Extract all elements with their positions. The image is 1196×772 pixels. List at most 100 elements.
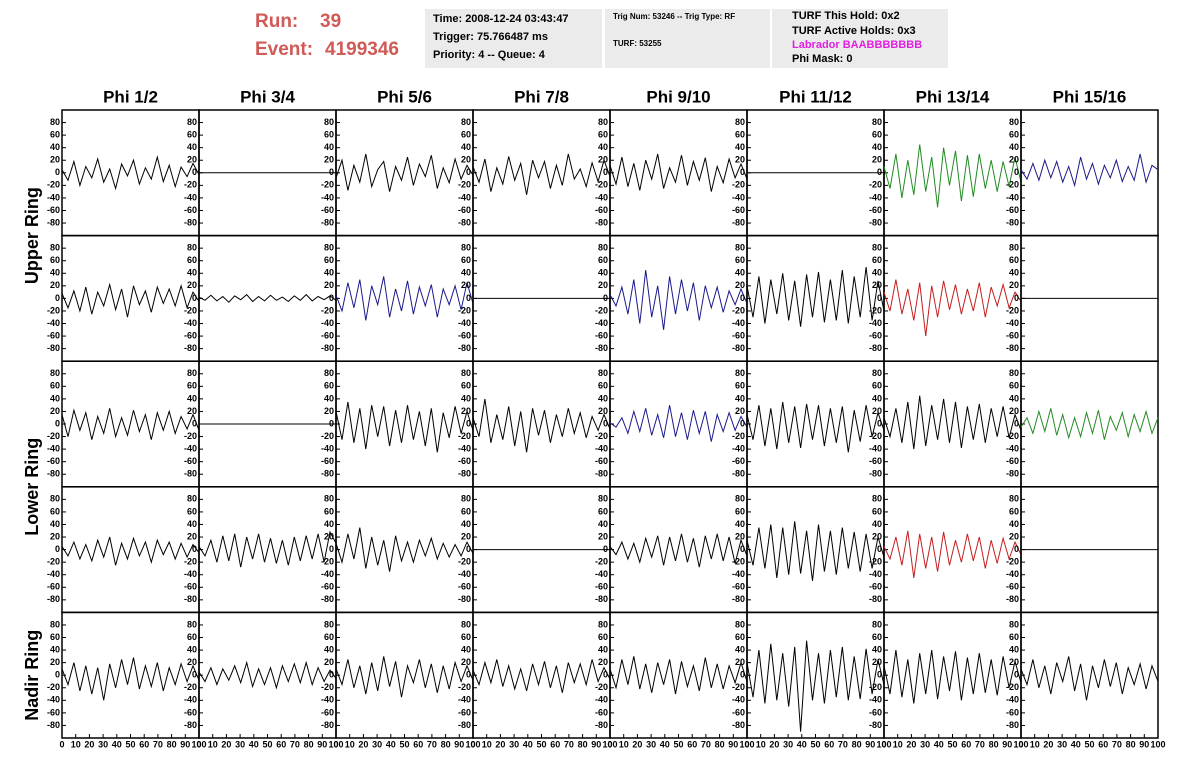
y-tick-label: -20	[321, 682, 334, 692]
y-tick-label: 60	[50, 506, 60, 516]
panel-frame	[609, 109, 748, 237]
y-tick-label: 80	[735, 368, 745, 378]
y-tick-label: 20	[461, 406, 471, 416]
y-tick-label: -20	[595, 431, 608, 441]
y-tick-label: -60	[184, 707, 197, 717]
y-tick-label: 20	[461, 280, 471, 290]
y-tick-label: -60	[869, 707, 882, 717]
y-tick-label: -20	[595, 180, 608, 190]
y-tick-label: -20	[47, 305, 60, 315]
y-tick-label: 40	[735, 268, 745, 278]
waveform	[472, 659, 611, 693]
y-tick-label: 60	[735, 381, 745, 391]
y-tick-label: -80	[732, 469, 745, 479]
x-tick-label: 30	[235, 739, 245, 749]
y-tick-label: 40	[50, 519, 60, 529]
y-tick-label: -40	[321, 695, 334, 705]
y-tick-label: -20	[595, 682, 608, 692]
y-tick-label: -20	[458, 180, 471, 190]
y-tick-label: -60	[869, 205, 882, 215]
y-tick-label: -40	[732, 695, 745, 705]
y-tick-label: 80	[1009, 494, 1019, 504]
y-tick-label: -40	[1006, 695, 1019, 705]
y-tick-label: 0	[466, 670, 471, 680]
x-tick-label: 30	[646, 739, 656, 749]
x-tick-label: 40	[797, 739, 807, 749]
y-tick-label: 80	[187, 117, 197, 127]
y-tick-label: -20	[321, 557, 334, 567]
y-tick-label: 20	[50, 406, 60, 416]
x-tick-label: 10	[1030, 739, 1040, 749]
waveform	[883, 650, 1022, 704]
y-tick-label: 0	[192, 293, 197, 303]
y-tick-label: 40	[735, 393, 745, 403]
waveform	[335, 401, 474, 453]
x-tick-label: 70	[564, 739, 574, 749]
info-text: Priority: 4 -- Queue: 4	[433, 49, 546, 61]
x-tick-label: 100	[328, 739, 343, 749]
y-tick-label: 20	[50, 657, 60, 667]
y-tick-label: 20	[598, 406, 608, 416]
waveform	[609, 405, 748, 442]
y-tick-label: -40	[458, 569, 471, 579]
y-tick-label: 60	[324, 255, 334, 265]
y-tick-label: 80	[324, 117, 334, 127]
y-tick-label: 0	[55, 670, 60, 680]
x-tick-label: 10	[345, 739, 355, 749]
y-tick-label: -20	[321, 305, 334, 315]
waveform	[883, 144, 1022, 208]
x-tick-label: 0	[744, 739, 749, 749]
y-tick-label: 40	[598, 268, 608, 278]
panel-frame	[61, 611, 200, 739]
x-tick-label: 20	[84, 739, 94, 749]
y-tick-label: 60	[735, 506, 745, 516]
y-tick-label: 0	[603, 544, 608, 554]
y-tick-label: 40	[872, 268, 882, 278]
y-tick-label: -80	[47, 217, 60, 227]
x-tick-label: 40	[386, 739, 396, 749]
y-tick-label: -60	[458, 205, 471, 215]
y-tick-label: 80	[50, 243, 60, 253]
y-tick-label: 80	[187, 243, 197, 253]
y-tick-label: 60	[187, 129, 197, 139]
y-tick-label: 40	[872, 519, 882, 529]
y-tick-label: 40	[872, 393, 882, 403]
y-tick-label: 40	[461, 393, 471, 403]
y-tick-label: 0	[877, 418, 882, 428]
y-tick-label: 0	[1014, 670, 1019, 680]
y-tick-label: -60	[321, 330, 334, 340]
y-tick-label: 40	[461, 268, 471, 278]
x-tick-label: 60	[550, 739, 560, 749]
x-tick-label: 20	[1043, 739, 1053, 749]
ring-label: Nadir Ring	[22, 630, 42, 721]
y-tick-label: -60	[47, 582, 60, 592]
y-tick-label: 80	[50, 117, 60, 127]
y-tick-label: 80	[187, 494, 197, 504]
y-tick-label: -60	[595, 456, 608, 466]
x-tick-label: 20	[769, 739, 779, 749]
y-tick-label: 20	[872, 155, 882, 165]
y-tick-label: 60	[598, 506, 608, 516]
y-tick-label: 60	[735, 129, 745, 139]
y-tick-label: 80	[1009, 368, 1019, 378]
y-tick-label: -20	[869, 682, 882, 692]
x-tick-label: 60	[1098, 739, 1108, 749]
y-tick-label: 0	[877, 293, 882, 303]
info-box	[605, 9, 770, 68]
y-tick-label: 80	[872, 368, 882, 378]
y-tick-label: 20	[324, 657, 334, 667]
y-tick-label: -60	[458, 330, 471, 340]
y-tick-label: -60	[732, 205, 745, 215]
y-tick-label: 0	[603, 293, 608, 303]
y-tick-label: -80	[1006, 217, 1019, 227]
y-tick-label: -40	[1006, 443, 1019, 453]
waveform	[472, 153, 611, 195]
y-tick-label: -80	[1006, 594, 1019, 604]
x-tick-label: 60	[961, 739, 971, 749]
y-tick-label: -80	[595, 594, 608, 604]
y-tick-label: 40	[50, 142, 60, 152]
y-tick-label: -60	[321, 456, 334, 466]
run-number: 39	[320, 11, 341, 32]
x-tick-label: 60	[687, 739, 697, 749]
y-tick-label: 40	[324, 393, 334, 403]
